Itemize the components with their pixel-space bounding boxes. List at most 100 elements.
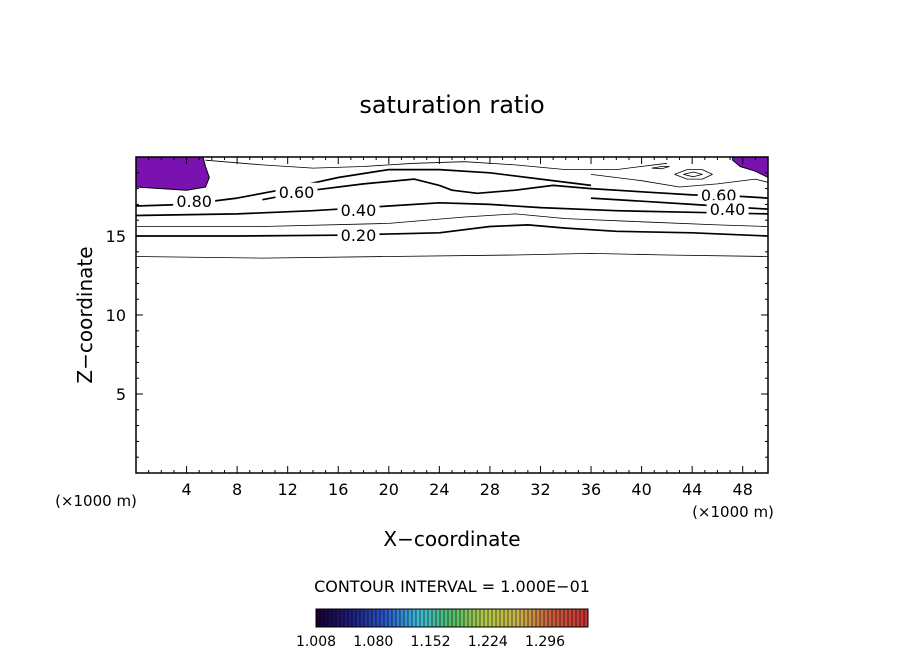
colorbar-stripe xyxy=(492,609,496,627)
colorbar-stripe xyxy=(416,609,420,627)
contour-label-1: 0.40 xyxy=(341,201,377,220)
colorbar-stripe xyxy=(408,609,412,627)
colorbar-stripe xyxy=(540,609,544,627)
colorbar-stripe xyxy=(532,609,536,627)
plot-frame xyxy=(135,156,769,474)
colorbar-stripe xyxy=(584,609,588,627)
x-tick-label: 4 xyxy=(181,480,191,499)
colorbar-stripe xyxy=(520,609,524,627)
y-tick-label: 15 xyxy=(106,227,126,246)
colorbar-stripe xyxy=(344,609,348,627)
colorbar-stripe xyxy=(336,609,340,627)
contour-label-5: 0.40 xyxy=(710,200,746,219)
shaded-region-1 xyxy=(732,157,768,179)
colorbar-stripe xyxy=(512,609,516,627)
colorbar-stripe xyxy=(468,609,472,627)
colorbar-stripe xyxy=(376,609,380,627)
colorbar-stripe xyxy=(352,609,356,627)
colorbar-stripe xyxy=(360,609,364,627)
x-tick-label: 28 xyxy=(480,480,500,499)
colorbar-stripe xyxy=(480,609,484,627)
colorbar-stripe xyxy=(476,609,480,627)
contour-label-bg-2 xyxy=(275,182,318,200)
colorbar-stripe xyxy=(436,609,440,627)
colorbar-label: 1.152 xyxy=(410,634,450,650)
colorbar-stripe xyxy=(524,609,528,627)
colorbar xyxy=(315,609,588,627)
x-axis-ticks: 4 8 12 16 20 24 28 32 36 40 44 48 xyxy=(135,157,769,499)
colorbar-stripe xyxy=(580,609,584,627)
colorbar-label: 1.080 xyxy=(353,634,393,650)
x-tick-label: 12 xyxy=(278,480,298,499)
contour-line-2 xyxy=(136,213,768,227)
colorbar-stripe xyxy=(372,609,376,627)
colorbar-stripe xyxy=(544,609,548,627)
contour-line-4 xyxy=(590,197,768,210)
x-axis-label: X−coordinate xyxy=(383,527,520,551)
colorbar-stripe xyxy=(392,609,396,627)
colorbar-stripe xyxy=(456,609,460,627)
colorbar-stripe xyxy=(504,609,508,627)
colorbar-label: 1.296 xyxy=(525,634,565,650)
contour-label-bg-1 xyxy=(337,200,380,218)
y-tick-label: 10 xyxy=(106,306,126,325)
colorbar-stripe xyxy=(356,609,360,627)
colorbar-stripe xyxy=(516,609,520,627)
contour-line-3 xyxy=(136,201,768,217)
x-tick-label: 44 xyxy=(682,480,702,499)
colorbar-stripe xyxy=(380,609,384,627)
colorbar-stripe xyxy=(488,609,492,627)
colorbar-stripe xyxy=(440,609,444,627)
contour-labels: 0.200.400.600.80 0.600.40 xyxy=(173,182,749,245)
colorbar-stripe xyxy=(536,609,540,627)
contour-interval-text: CONTOUR INTERVAL = 1.000E−01 xyxy=(314,577,590,596)
contour-line-10 xyxy=(683,171,703,178)
colorbar-stripe xyxy=(388,609,392,627)
colorbar-stripe xyxy=(448,609,452,627)
colorbar-stripe xyxy=(464,609,468,627)
colorbar-stripe xyxy=(424,609,428,627)
colorbar-stripe xyxy=(420,609,424,627)
contour-line-7 xyxy=(590,174,768,188)
chart-title: saturation ratio xyxy=(359,91,544,119)
colorbar-stripe xyxy=(364,609,368,627)
contour-line-9 xyxy=(674,169,713,180)
colorbar-labels: 1.008 1.080 1.152 1.224 1.296 xyxy=(296,634,565,650)
contour-lines xyxy=(136,159,768,259)
colorbar-stripe xyxy=(484,609,488,627)
y-axis-label: Z−coordinate xyxy=(73,246,97,383)
colorbar-stripe xyxy=(576,609,580,627)
colorbar-stripe xyxy=(552,609,556,627)
x-tick-label: 48 xyxy=(733,480,753,499)
colorbar-stripe xyxy=(556,609,560,627)
contour-label-bg-0 xyxy=(337,226,380,244)
shaded-region-0 xyxy=(136,157,210,191)
colorbar-stripe xyxy=(428,609,432,627)
colorbar-stripe xyxy=(548,609,552,627)
y-axis-ticks: 5 10 15 xyxy=(106,156,768,474)
colorbar-stripe xyxy=(572,609,576,627)
colorbar-stripe xyxy=(560,609,564,627)
colorbar-stripe xyxy=(568,609,572,627)
shaded-regions xyxy=(136,157,768,191)
contour-label-3: 0.80 xyxy=(176,192,212,211)
contour-line-8 xyxy=(205,159,667,170)
colorbar-label: 1.008 xyxy=(296,634,336,650)
colorbar-stripe xyxy=(528,609,532,627)
x-tick-label: 32 xyxy=(530,480,550,499)
colorbar-stripe xyxy=(496,609,500,627)
contour-label-2: 0.60 xyxy=(279,183,315,202)
colorbar-stripe xyxy=(348,609,352,627)
colorbar-stripe xyxy=(404,609,408,627)
contour-label-bg-4 xyxy=(697,185,740,203)
x-unit-left: (×1000 m) xyxy=(55,492,137,510)
colorbar-stripe xyxy=(328,609,332,627)
colorbar-stripe xyxy=(432,609,436,627)
colorbar-stripe xyxy=(320,609,324,627)
colorbar-stripe xyxy=(472,609,476,627)
x-tick-label: 8 xyxy=(232,480,242,499)
contour-label-bg-5 xyxy=(706,200,749,218)
contour-line-5 xyxy=(262,178,768,201)
contour-line-11 xyxy=(651,166,670,170)
contour-label-bg-3 xyxy=(173,192,216,210)
